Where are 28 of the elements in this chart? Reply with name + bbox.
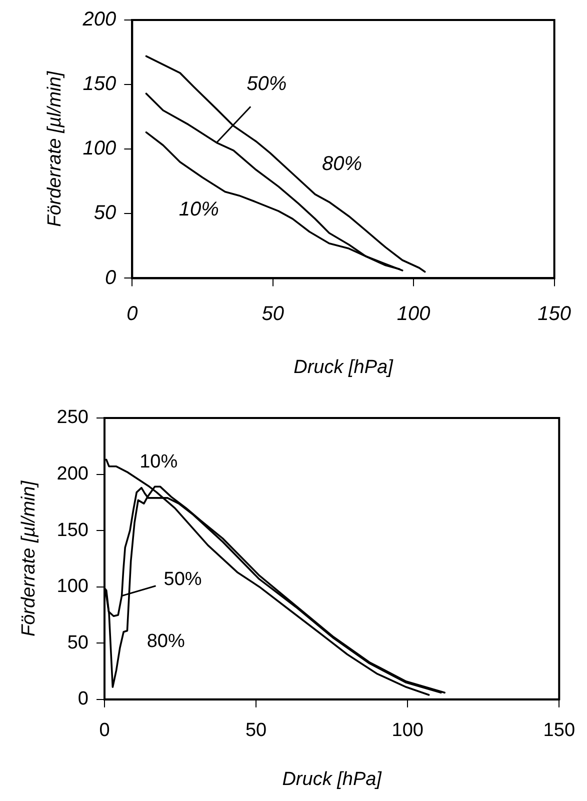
- x-tick-label: 100: [392, 720, 424, 742]
- x-tick-label: 100: [396, 302, 430, 325]
- y-tick-label: 0: [78, 688, 88, 710]
- y-tick-label: 50: [67, 632, 88, 654]
- annotation: 80%: [146, 630, 185, 652]
- annotation: 50%: [246, 73, 287, 96]
- y-tick-label: 50: [94, 202, 116, 224]
- y-axis-title: Förderrate [µl/min]: [44, 70, 66, 227]
- x-tick-label: 50: [262, 302, 284, 325]
- annotation: 80%: [322, 153, 362, 176]
- y-tick-label: 200: [82, 8, 116, 31]
- annotation: 10%: [178, 198, 219, 220]
- y-tick-label: 150: [82, 73, 116, 96]
- y-tick-label: 0: [105, 266, 116, 289]
- y-tick-label: 100: [82, 138, 116, 160]
- x-tick-label: 0: [126, 302, 138, 325]
- y-tick-label: 200: [56, 464, 88, 485]
- y-tick-label: 100: [56, 576, 88, 598]
- y-axis-title: Förderrate [µl/min]: [18, 480, 40, 637]
- x-axis-title: Druck [hPa]: [282, 768, 382, 790]
- y-tick-label: 250: [56, 407, 88, 428]
- x-axis-title: Druck [hPa]: [294, 356, 394, 378]
- y-tick-label: 150: [56, 520, 88, 541]
- annotation: 10%: [140, 452, 178, 473]
- x-tick-label: 150: [543, 720, 575, 742]
- x-tick-label: 150: [538, 302, 572, 325]
- x-tick-label: 50: [245, 720, 267, 742]
- annotation: 50%: [164, 569, 202, 590]
